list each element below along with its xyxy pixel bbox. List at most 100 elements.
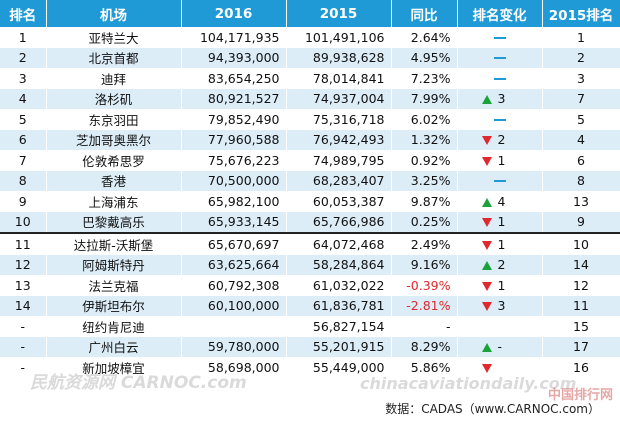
cell-rank-change bbox=[457, 170, 543, 191]
cell-airport: 北京首都 bbox=[46, 47, 182, 68]
cell-rank: - bbox=[0, 357, 47, 378]
cell-rank-2015: 10 bbox=[542, 233, 620, 255]
cell-2015: 101,491,106 bbox=[286, 27, 392, 48]
rank-change-indicator: 3 bbox=[481, 91, 518, 107]
table-row: - 纽约肯尼迪 56,827,154-15 bbox=[0, 316, 620, 337]
cell-rank-change: 3 bbox=[457, 295, 543, 316]
cell-2015: 76,942,493 bbox=[286, 129, 392, 150]
cell-rank: 12 bbox=[0, 254, 47, 275]
arrow-down-icon bbox=[481, 302, 492, 312]
cell-yoy: 9.87% bbox=[391, 191, 458, 212]
arrow-down-icon bbox=[481, 240, 492, 250]
table-header-row: 排名 机场 2016 2015 同比 排名变化 2015排名 bbox=[0, 0, 620, 27]
cell-yoy: - bbox=[391, 316, 458, 337]
arrow-up-icon bbox=[481, 95, 492, 105]
cell-yoy: 6.02% bbox=[391, 109, 458, 130]
cell-2015: 75,316,718 bbox=[286, 109, 392, 130]
cell-rank-2015: 14 bbox=[542, 254, 620, 275]
no-change-dash-icon bbox=[493, 36, 506, 39]
cell-2016: 60,100,000 bbox=[181, 295, 287, 316]
arrow-down-icon bbox=[481, 136, 492, 146]
cell-airport: 亚特兰大 bbox=[46, 27, 182, 48]
rank-change-indicator: 2 bbox=[481, 132, 518, 147]
cell-rank-change: 1 bbox=[457, 233, 543, 255]
arrow-up-icon bbox=[481, 343, 492, 353]
cell-rank: 1 bbox=[0, 27, 47, 48]
cell-yoy: 9.16% bbox=[391, 254, 458, 275]
header-rank: 排名 bbox=[0, 0, 47, 27]
cell-airport: 新加坡樟宜 bbox=[46, 357, 182, 378]
table-row: 11 达拉斯-沃斯堡 65,670,697 64,072,468 2.49% 1 10 bbox=[0, 233, 620, 255]
cell-airport: 达拉斯-沃斯堡 bbox=[46, 233, 182, 255]
cell-2015: 56,827,154 bbox=[286, 316, 392, 337]
cell-airport: 阿姆斯特丹 bbox=[46, 254, 182, 275]
rank-change-indicator: 2 bbox=[481, 257, 518, 272]
cell-rank-2015: 2 bbox=[542, 47, 620, 68]
cell-yoy: 0.92% bbox=[391, 150, 458, 171]
arrow-down-icon bbox=[481, 281, 492, 291]
cell-rank-change: 1 bbox=[457, 211, 543, 234]
cell-yoy: -2.81% bbox=[391, 295, 458, 316]
cell-airport: 上海浦东 bbox=[46, 191, 182, 212]
cell-airport: 广州白云 bbox=[46, 336, 182, 357]
cell-yoy: 0.25% bbox=[391, 211, 458, 234]
cell-2016: 65,670,697 bbox=[181, 233, 287, 255]
cell-rank: - bbox=[0, 336, 47, 357]
rank-change-value: 1 bbox=[497, 236, 506, 252]
cell-2016: 77,960,588 bbox=[181, 129, 287, 150]
cell-rank-2015: 9 bbox=[542, 211, 620, 234]
cell-rank-change bbox=[457, 316, 543, 337]
cell-2016: 60,792,308 bbox=[181, 275, 287, 296]
cell-airport: 法兰克福 bbox=[46, 275, 182, 296]
cell-airport: 巴黎戴高乐 bbox=[46, 211, 182, 234]
cell-rank: 3 bbox=[0, 68, 47, 89]
cell-yoy: 5.86% bbox=[391, 357, 458, 378]
table-row: 3 迪拜 83,654,250 78,014,841 7.23% 3 bbox=[0, 68, 620, 89]
cell-rank-2015: 4 bbox=[542, 129, 620, 150]
arrow-up-icon bbox=[481, 261, 492, 271]
cell-rank-change bbox=[457, 27, 543, 48]
rank-change-value: 1 bbox=[497, 277, 506, 293]
rank-change-indicator: 4 bbox=[481, 194, 518, 209]
rank-change-value: 3 bbox=[497, 298, 506, 314]
cell-rank-2015: 3 bbox=[542, 68, 620, 89]
cell-2016: 83,654,250 bbox=[181, 68, 287, 89]
table-row: 10 巴黎戴高乐 65,933,145 65,766,986 0.25% 1 9 bbox=[0, 211, 620, 234]
cell-yoy: -0.39% bbox=[391, 275, 458, 296]
cell-rank: 10 bbox=[0, 211, 47, 234]
cell-airport: 香港 bbox=[46, 170, 182, 191]
cell-rank-change: - bbox=[457, 336, 543, 357]
no-change-dash-icon bbox=[493, 57, 506, 60]
cell-rank-2015: 12 bbox=[542, 275, 620, 296]
cell-2015: 74,989,795 bbox=[286, 150, 392, 171]
table-row: 12 阿姆斯特丹 63,625,664 58,284,864 9.16% 2 14 bbox=[0, 254, 620, 275]
cell-2015: 61,836,781 bbox=[286, 295, 392, 316]
cell-rank-change: 1 bbox=[457, 275, 543, 296]
cell-rank-change: 1 bbox=[457, 150, 543, 171]
table-body: 1 亚特兰大 104,171,935 101,491,106 2.64% 1 2 北京首都 94… bbox=[0, 27, 620, 378]
rank-change-value: 3 bbox=[497, 91, 506, 107]
cell-rank-2015: 11 bbox=[542, 295, 620, 316]
table-row: - 广州白云 59,780,000 55,201,915 8.29% -17 bbox=[0, 336, 620, 357]
cell-rank-change bbox=[457, 47, 543, 68]
rank-change-indicator: 1 bbox=[481, 277, 518, 293]
header-rank-change: 排名变化 bbox=[457, 0, 543, 27]
cell-2016: 80,921,527 bbox=[181, 88, 287, 109]
cell-rank-change: 4 bbox=[457, 191, 543, 212]
cell-airport: 迪拜 bbox=[46, 68, 182, 89]
cell-rank: 13 bbox=[0, 275, 47, 296]
no-change-dash-icon bbox=[493, 180, 506, 183]
cell-rank: 4 bbox=[0, 88, 47, 109]
cell-2015: 61,032,022 bbox=[286, 275, 392, 296]
table-row: 1 亚特兰大 104,171,935 101,491,106 2.64% 1 bbox=[0, 27, 620, 48]
cell-rank-2015: 5 bbox=[542, 109, 620, 130]
rank-change-value: - bbox=[497, 339, 503, 355]
cell-rank-change bbox=[457, 109, 543, 130]
cell-yoy: 7.99% bbox=[391, 88, 458, 109]
cell-rank: 6 bbox=[0, 129, 47, 150]
cell-rank-2015: 15 bbox=[542, 316, 620, 337]
cell-rank-change: 2 bbox=[457, 129, 543, 150]
cell-2016: 63,625,664 bbox=[181, 254, 287, 275]
cell-2016: 65,933,145 bbox=[181, 211, 287, 234]
cell-yoy: 1.32% bbox=[391, 129, 458, 150]
